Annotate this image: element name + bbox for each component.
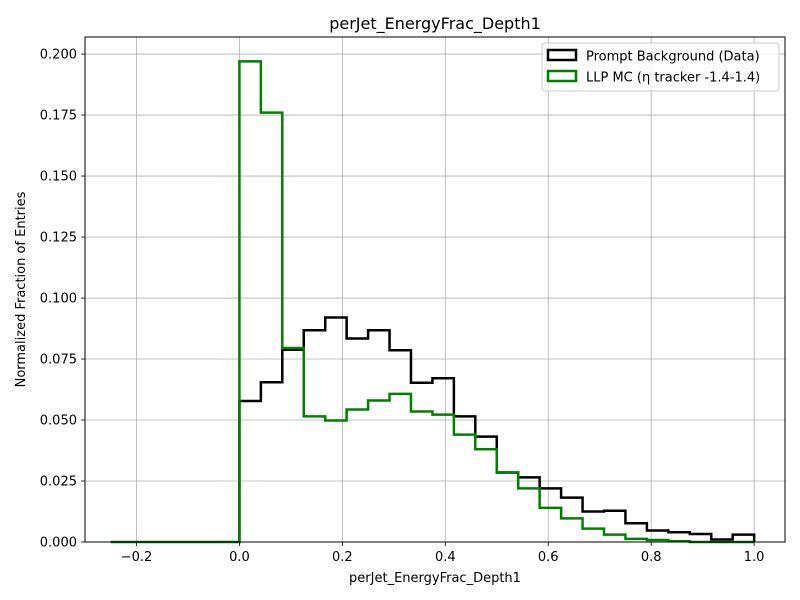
y-tick-label: 0.125 bbox=[40, 231, 77, 246]
legend-label-llp-mc: LLP MC (η tracker -1.4-1.4) bbox=[586, 71, 760, 86]
y-tick-label: 0.075 bbox=[40, 353, 77, 368]
series-layer bbox=[110, 60, 756, 544]
legend-swatch-llp-mc bbox=[546, 69, 578, 83]
y-tick-label: 0.050 bbox=[40, 414, 77, 429]
y-tick-label: 0.200 bbox=[40, 48, 77, 63]
x-tick-label: 0.6 bbox=[538, 550, 559, 565]
chart-title: perJet_EnergyFrac_Depth1 bbox=[329, 14, 541, 34]
x-tick-label: 0.4 bbox=[435, 550, 456, 565]
x-tick-label: 0.8 bbox=[641, 550, 662, 565]
legend-box bbox=[541, 42, 780, 92]
x-tick-label: 0.0 bbox=[229, 550, 250, 565]
y-tick-label: 0.025 bbox=[40, 475, 77, 490]
x-tick-label: −0.2 bbox=[121, 550, 153, 565]
x-tick-label: 1.0 bbox=[744, 550, 765, 565]
x-tick-label: 0.2 bbox=[332, 550, 353, 565]
legend: Prompt Background (Data) LLP MC (η track… bbox=[541, 42, 780, 92]
y-tick-label: 0.000 bbox=[40, 536, 77, 551]
series-step-llp-mc bbox=[110, 60, 755, 544]
legend-label-prompt-background: Prompt Background (Data) bbox=[586, 50, 760, 65]
plot-frame bbox=[84, 36, 786, 543]
y-tick-label: 0.175 bbox=[40, 109, 77, 124]
y-tick-label: 0.150 bbox=[40, 170, 77, 185]
y-axis-title: Normalized Fraction of Entries bbox=[14, 191, 29, 387]
x-axis-title: perJet_EnergyFrac_Depth1 bbox=[349, 571, 521, 586]
tick-layer: −0.2 0.0 0.2 0.4 0.6 0.8 1.0 0.000 0.025 0.050 0.0… bbox=[40, 48, 765, 565]
legend-swatch-prompt-background bbox=[546, 48, 578, 62]
y-tick-label: 0.100 bbox=[40, 292, 77, 307]
